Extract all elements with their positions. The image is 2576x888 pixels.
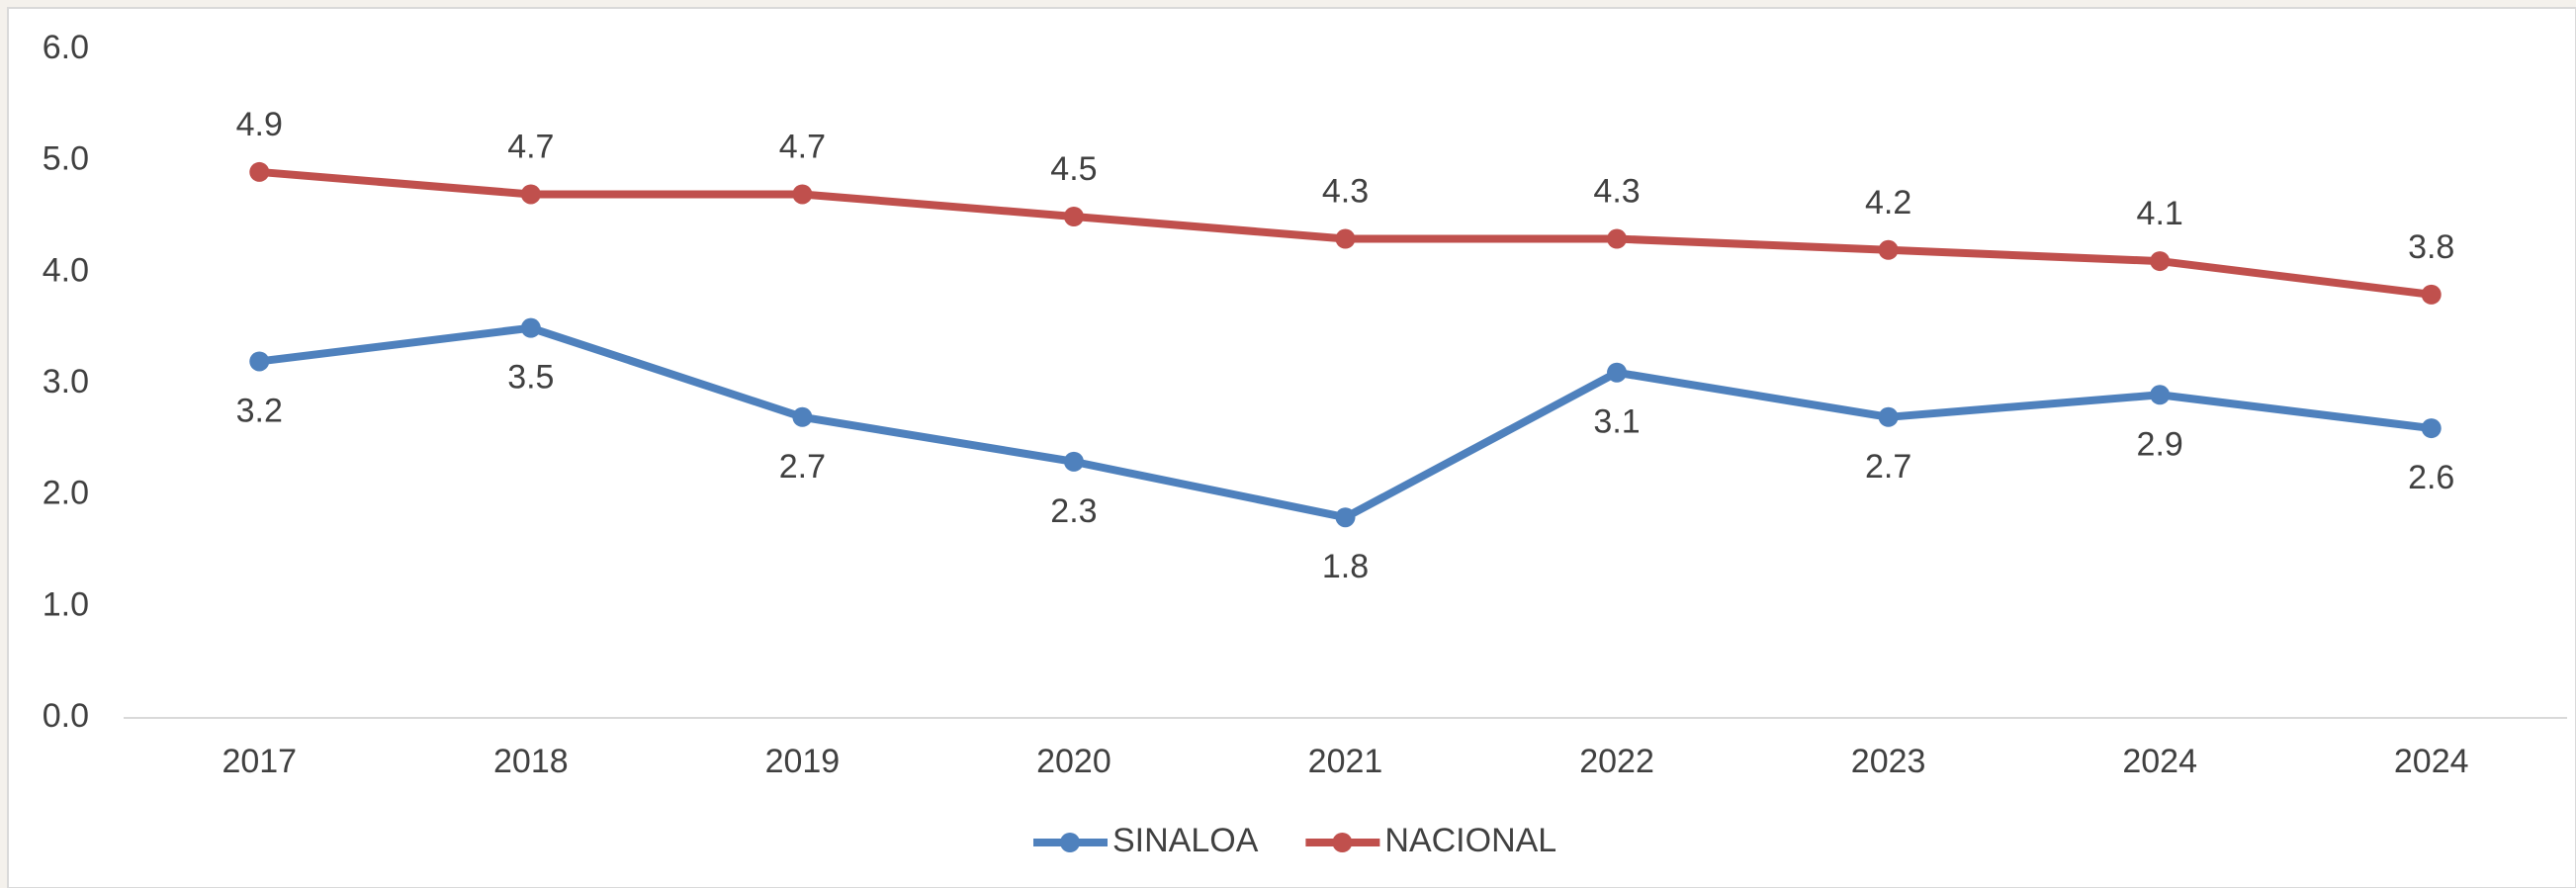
point — [1878, 239, 1899, 260]
point — [1063, 207, 1084, 226]
data-label: 4.9 — [236, 106, 283, 143]
legend-label: NACIONAL — [1384, 822, 1556, 859]
point — [1335, 228, 1356, 249]
point — [2150, 251, 2171, 272]
x-tick-label: 2021 — [1308, 743, 1383, 780]
data-label: 3.5 — [507, 359, 554, 397]
point — [520, 184, 541, 205]
chart-area — [7, 7, 2576, 888]
y-tick-label: 3.0 — [43, 363, 89, 400]
legend-marker — [1332, 833, 1353, 852]
x-tick-label: 2023 — [1851, 743, 1926, 780]
point — [2421, 284, 2442, 305]
y-tick-label: 0.0 — [43, 697, 89, 735]
point — [249, 351, 270, 372]
y-tick-label: 1.0 — [43, 585, 89, 623]
data-label: 2.3 — [1050, 492, 1097, 530]
point — [1607, 362, 1628, 383]
data-label: 3.8 — [2408, 228, 2454, 266]
point — [792, 184, 813, 205]
point — [1063, 451, 1084, 472]
point — [792, 406, 813, 427]
y-tick-label: 2.0 — [43, 475, 89, 512]
y-tick-label: 6.0 — [43, 29, 89, 66]
point — [2150, 385, 2171, 405]
point — [1878, 406, 1899, 427]
data-label: 4.3 — [1322, 173, 1369, 211]
data-label: 2.6 — [2408, 459, 2454, 496]
point — [249, 161, 270, 182]
data-label: 2.7 — [779, 448, 826, 486]
data-label: 4.1 — [2137, 195, 2183, 232]
data-label: 4.2 — [1865, 184, 1911, 222]
x-tick-label: 2018 — [493, 743, 569, 780]
point — [1335, 507, 1356, 528]
legend-marker — [1060, 833, 1080, 852]
x-tick-label: 2024 — [2394, 743, 2469, 780]
data-label: 3.2 — [236, 392, 283, 429]
point — [520, 317, 541, 338]
data-label: 2.9 — [2137, 425, 2183, 463]
x-tick-label: 2019 — [765, 743, 841, 780]
point — [2421, 418, 2442, 439]
data-label: 4.7 — [779, 128, 826, 165]
point — [1607, 228, 1628, 249]
x-tick-label: 2020 — [1036, 743, 1111, 780]
data-label: 4.7 — [507, 128, 554, 165]
data-label: 3.1 — [1593, 403, 1640, 441]
data-label: 2.7 — [1865, 448, 1911, 486]
legend-label: SINALOA — [1112, 822, 1259, 859]
x-tick-label: 2017 — [222, 743, 297, 780]
y-tick-label: 5.0 — [43, 140, 89, 178]
data-label: 4.5 — [1050, 150, 1097, 188]
y-tick-label: 4.0 — [43, 251, 89, 289]
data-label: 1.8 — [1322, 548, 1369, 585]
x-tick-label: 2024 — [2122, 743, 2197, 780]
data-label: 4.3 — [1593, 173, 1640, 211]
x-tick-label: 2022 — [1579, 743, 1654, 780]
